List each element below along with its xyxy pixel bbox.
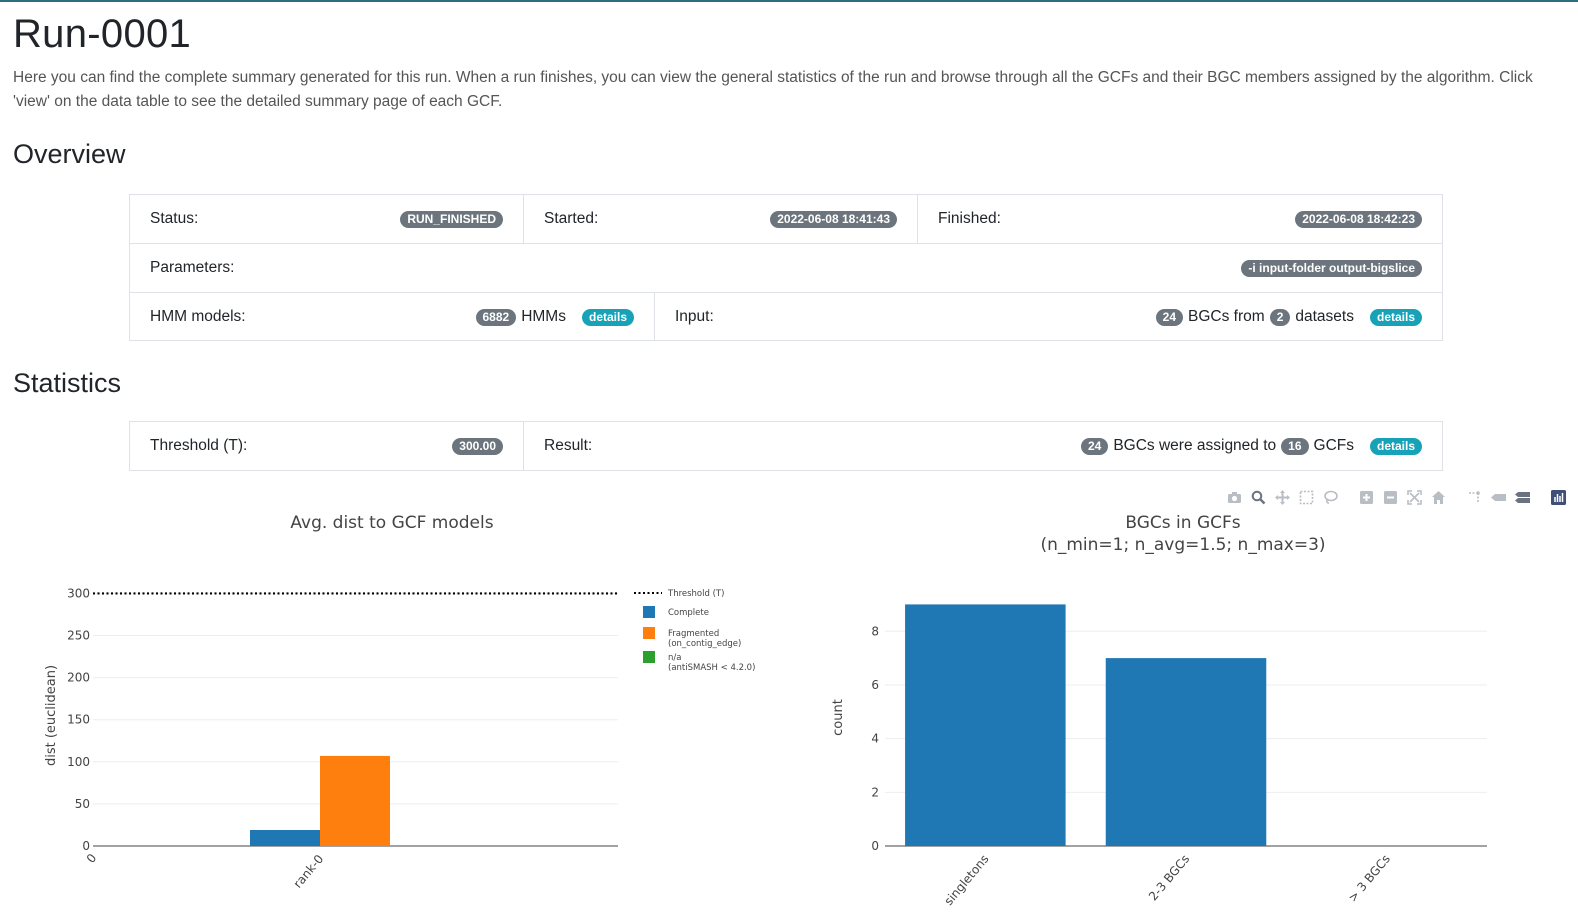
page-title: Run-0001 [13,12,192,56]
result-cell: Result: 24 BGCs were assigned to 16 GCFs… [523,422,1442,470]
legend-swatch [643,627,655,639]
hmm-value: 6882 HMMs details [475,308,634,326]
spike-lines-icon[interactable] [1465,488,1483,506]
chart-toolbar [1222,487,1570,507]
hover-closest-icon[interactable] [1489,488,1507,506]
y-tick-label: 4 [871,732,879,746]
input-dataset-text: datasets [1295,308,1354,325]
chart-title: Avg. dist to GCF models [290,513,493,533]
result-text-1: BGCs were assigned to [1113,437,1277,454]
hmm-label: HMM models: [150,308,246,325]
status-label: Status: [150,210,199,227]
statistics-heading: Statistics [13,368,122,398]
legend-label: n/a [668,653,681,663]
started-badge: 2022-06-08 18:41:43 [770,210,897,228]
y-tick-label: 150 [67,713,90,727]
result-gcf-count-badge: 16 [1281,437,1309,455]
input-bgc-text: BGCs from [1188,308,1265,325]
parameters-cell: Parameters: -i input-folder output-bigsl… [130,244,1442,292]
avg-dist-chart: Avg. dist to GCF models 0 50 100 150 200 250 30… [44,513,755,891]
started-cell: Started: 2022-06-08 18:41:43 [523,195,917,243]
input-cell: Input: 24 BGCs from 2 datasets details [654,293,1442,341]
x-extra-tick-label: 0 [84,851,100,866]
hmm-details-button[interactable]: details [581,308,634,326]
autoscale-icon[interactable] [1405,488,1423,506]
parameters-label: Parameters: [150,259,235,276]
pan-icon[interactable] [1273,488,1291,506]
overview-row-status: Status: RUN_FINISHED Started: 2022-06-08… [130,195,1442,244]
legend-label: Fragmented [668,629,719,639]
finished-cell: Finished: 2022-06-08 18:42:23 [917,195,1442,243]
input-value: 24 BGCs from 2 datasets details [1155,308,1422,326]
y-tick-label: 0 [871,839,879,853]
x-tick-label: 2-3 BGCs [1146,852,1192,903]
lasso-select-icon[interactable] [1321,488,1339,506]
statistics-table: Threshold (T): 300.00 Result: 24 BGCs we… [129,421,1443,471]
hover-compare-icon[interactable] [1513,488,1531,506]
page-intro: Here you can find the complete summary g… [13,69,1533,110]
y-tick-label: 200 [67,671,90,685]
threshold-cell: Threshold (T): 300.00 [130,422,523,470]
zoom-icon[interactable] [1249,488,1267,506]
x-tick-label: rank-0 [291,852,327,891]
overview-heading: Overview [13,139,126,169]
y-tick-label: 0 [82,839,90,853]
box-select-icon[interactable] [1297,488,1315,506]
parameters-badge: -i input-folder output-bigslice [1241,259,1422,277]
finished-label: Finished: [938,210,1001,227]
input-details-button[interactable]: details [1369,308,1422,326]
input-dataset-count-badge: 2 [1269,308,1291,326]
y-tick-label: 50 [75,797,90,811]
legend-threshold-label: Threshold (T) [667,589,724,599]
y-axis-title: dist (euclidean) [44,665,59,766]
result-value: 24 BGCs were assigned to 16 GCFs details [1080,437,1422,455]
status-badge: RUN_FINISHED [400,210,503,228]
legend-swatch [643,606,655,618]
legend-label: Complete [668,608,709,618]
bar-singletons [905,604,1066,846]
statistics-row: Threshold (T): 300.00 Result: 24 BGCs we… [130,422,1442,470]
threshold-badge: 300.00 [452,437,503,455]
overview-row-models: HMM models: 6882 HMMs details Input: 24 … [130,293,1442,341]
legend-sublabel: (on_contig_edge) [668,639,741,649]
top-border [0,0,1578,2]
bgcs-in-gcfs-chart: BGCs in GCFs(n_min=1; n_avg=1.5; n_max=3… [831,513,1487,908]
y-axis-title: count [831,699,846,736]
x-tick-label: > 3 BGCs [1345,852,1393,905]
zoom-out-icon[interactable] [1381,488,1399,506]
result-text-2: GCFs [1313,437,1354,454]
finished-badge: 2022-06-08 18:42:23 [1295,210,1422,228]
threshold-label: Threshold (T): [150,437,248,454]
started-label: Started: [544,210,599,227]
zoom-in-icon[interactable] [1357,488,1375,506]
hmm-cell: HMM models: 6882 HMMs details [130,293,654,341]
bar-fragmented [320,755,390,846]
legend-swatch [643,651,655,663]
overview-table: Status: RUN_FINISHED Started: 2022-06-08… [129,194,1443,341]
x-tick-label: singletons [941,852,991,908]
hmm-unit: HMMs [521,308,566,325]
y-tick-label: 6 [871,678,879,692]
y-tick-label: 2 [871,785,879,799]
bar-complete [250,830,320,846]
input-bgc-count-badge: 24 [1155,308,1184,326]
y-tick-label: 300 [67,586,90,600]
result-label: Result: [544,437,593,454]
input-label: Input: [675,308,714,325]
y-tick-label: 8 [871,624,879,638]
y-tick-label: 100 [67,755,90,769]
bar-2-3-bgcs [1105,658,1267,846]
chart-title: BGCs in GCFs [1125,513,1240,533]
legend-sublabel: (antiSMASH < 4.2.0) [668,663,755,673]
result-details-button[interactable]: details [1369,437,1422,455]
plotly-logo-icon[interactable] [1549,488,1567,506]
reset-axes-icon[interactable] [1429,488,1447,506]
hmm-count-badge: 6882 [475,308,517,326]
camera-icon[interactable] [1225,488,1243,506]
y-tick-label: 250 [67,629,90,643]
overview-row-parameters: Parameters: -i input-folder output-bigsl… [130,244,1442,293]
chart-subtitle: (n_min=1; n_avg=1.5; n_max=3) [1040,535,1325,555]
status-cell: Status: RUN_FINISHED [130,195,523,243]
result-bgc-count-badge: 24 [1080,437,1109,455]
